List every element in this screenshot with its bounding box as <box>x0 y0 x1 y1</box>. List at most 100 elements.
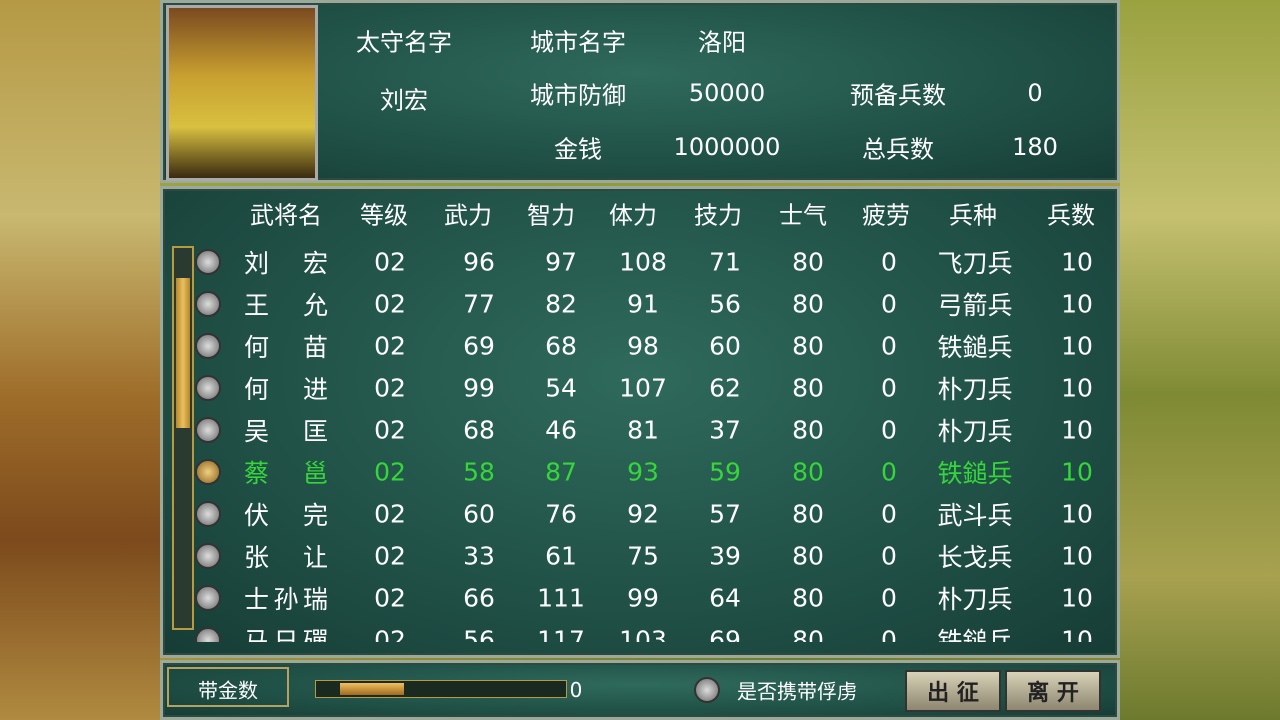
info-panel <box>160 0 1120 183</box>
row-toggle[interactable] <box>195 501 221 527</box>
cell: 69 <box>463 331 495 361</box>
cell: 97 <box>545 247 577 277</box>
leave-button[interactable]: 离 开 <box>1005 670 1101 712</box>
cell: 0 <box>881 415 897 445</box>
slider-fill[interactable] <box>340 683 404 695</box>
scroll-thumb[interactable] <box>176 278 190 428</box>
cell: 59 <box>709 457 741 487</box>
cell: 10 <box>1061 415 1093 445</box>
cell: 铁鎚兵 <box>937 459 1013 488</box>
cell: 60 <box>709 331 741 361</box>
row-toggle[interactable] <box>195 459 221 485</box>
cell: 10 <box>1061 289 1093 319</box>
total: 180 <box>1012 133 1058 161</box>
cell: 0 <box>881 583 897 613</box>
cell: 02 <box>374 583 406 613</box>
defense-label: 城市防御 <box>530 81 626 110</box>
cell: 朴刀兵 <box>937 375 1013 404</box>
cell: 75 <box>627 541 659 571</box>
cell: 61 <box>545 541 577 571</box>
gold-value: 0 <box>569 678 583 702</box>
cell: 68 <box>545 331 577 361</box>
cell: 0 <box>881 457 897 487</box>
column-header: 智力 <box>527 201 575 230</box>
officer-name: 伏完 <box>244 501 328 530</box>
cell: 87 <box>545 457 577 487</box>
column-header: 等级 <box>360 201 408 230</box>
prisoner-toggle[interactable] <box>694 677 720 703</box>
cell: 54 <box>545 373 577 403</box>
row-toggle[interactable] <box>195 417 221 443</box>
column-header: 士气 <box>779 201 827 230</box>
officer-name: 蔡邕 <box>244 459 328 488</box>
officer-name: 张让 <box>244 543 328 572</box>
cell: 77 <box>463 289 495 319</box>
gold-box <box>167 667 289 707</box>
cell: 02 <box>374 289 406 319</box>
row-toggle[interactable] <box>195 585 221 611</box>
cell: 60 <box>463 499 495 529</box>
cell: 80 <box>792 331 824 361</box>
cell: 02 <box>374 331 406 361</box>
column-header: 疲劳 <box>862 201 910 230</box>
cell: 39 <box>709 541 741 571</box>
cell: 80 <box>792 373 824 403</box>
row-toggle[interactable] <box>195 333 221 359</box>
cell: 80 <box>792 247 824 277</box>
cell: 62 <box>709 373 741 403</box>
cell: 铁鎚兵 <box>937 627 1013 642</box>
cell: 57 <box>709 499 741 529</box>
cell: 80 <box>792 457 824 487</box>
row-toggle[interactable] <box>195 543 221 569</box>
column-header: 体力 <box>609 201 657 230</box>
cell: 56 <box>709 289 741 319</box>
city-label: 城市名字 <box>530 28 626 57</box>
gold-label: 带金数 <box>198 678 258 703</box>
row-toggle[interactable] <box>195 627 221 642</box>
cell: 武斗兵 <box>937 501 1013 530</box>
cell: 68 <box>463 415 495 445</box>
gold-slider[interactable] <box>315 680 567 698</box>
cell: 0 <box>881 541 897 571</box>
officer-name: 马日磾 <box>244 627 328 642</box>
row-toggle[interactable] <box>195 291 221 317</box>
row-toggle[interactable] <box>195 249 221 275</box>
column-header: 武将名 <box>250 201 322 230</box>
column-header: 技力 <box>694 201 742 230</box>
cell: 长戈兵 <box>937 543 1013 572</box>
cell: 58 <box>463 457 495 487</box>
cell: 80 <box>792 415 824 445</box>
defense: 50000 <box>688 79 766 107</box>
scrollbar[interactable] <box>172 246 194 630</box>
cell: 107 <box>619 373 667 403</box>
cell: 82 <box>545 289 577 319</box>
cell: 69 <box>709 625 741 643</box>
cell: 10 <box>1061 541 1093 571</box>
cell: 10 <box>1061 373 1093 403</box>
officer-name: 王允 <box>244 291 328 320</box>
cell: 81 <box>627 415 659 445</box>
governor-label: 太守名字 <box>356 28 452 57</box>
cell: 10 <box>1061 499 1093 529</box>
row-toggle[interactable] <box>195 375 221 401</box>
column-header: 武力 <box>444 201 492 230</box>
cell: 96 <box>463 247 495 277</box>
officer-name: 何苗 <box>244 333 328 362</box>
cell: 80 <box>792 499 824 529</box>
cell: 99 <box>463 373 495 403</box>
cell: 朴刀兵 <box>937 585 1013 614</box>
cell: 10 <box>1061 457 1093 487</box>
cell: 朴刀兵 <box>937 417 1013 446</box>
officer-name: 刘宏 <box>244 249 328 278</box>
cell: 02 <box>374 373 406 403</box>
cell: 76 <box>545 499 577 529</box>
governor: 刘宏 <box>380 86 428 115</box>
map-left <box>0 0 160 720</box>
money: 1000000 <box>673 133 781 161</box>
march-button[interactable]: 出 征 <box>905 670 1001 712</box>
cell: 0 <box>881 331 897 361</box>
cell: 0 <box>881 499 897 529</box>
cell: 103 <box>619 625 667 643</box>
cell: 46 <box>545 415 577 445</box>
